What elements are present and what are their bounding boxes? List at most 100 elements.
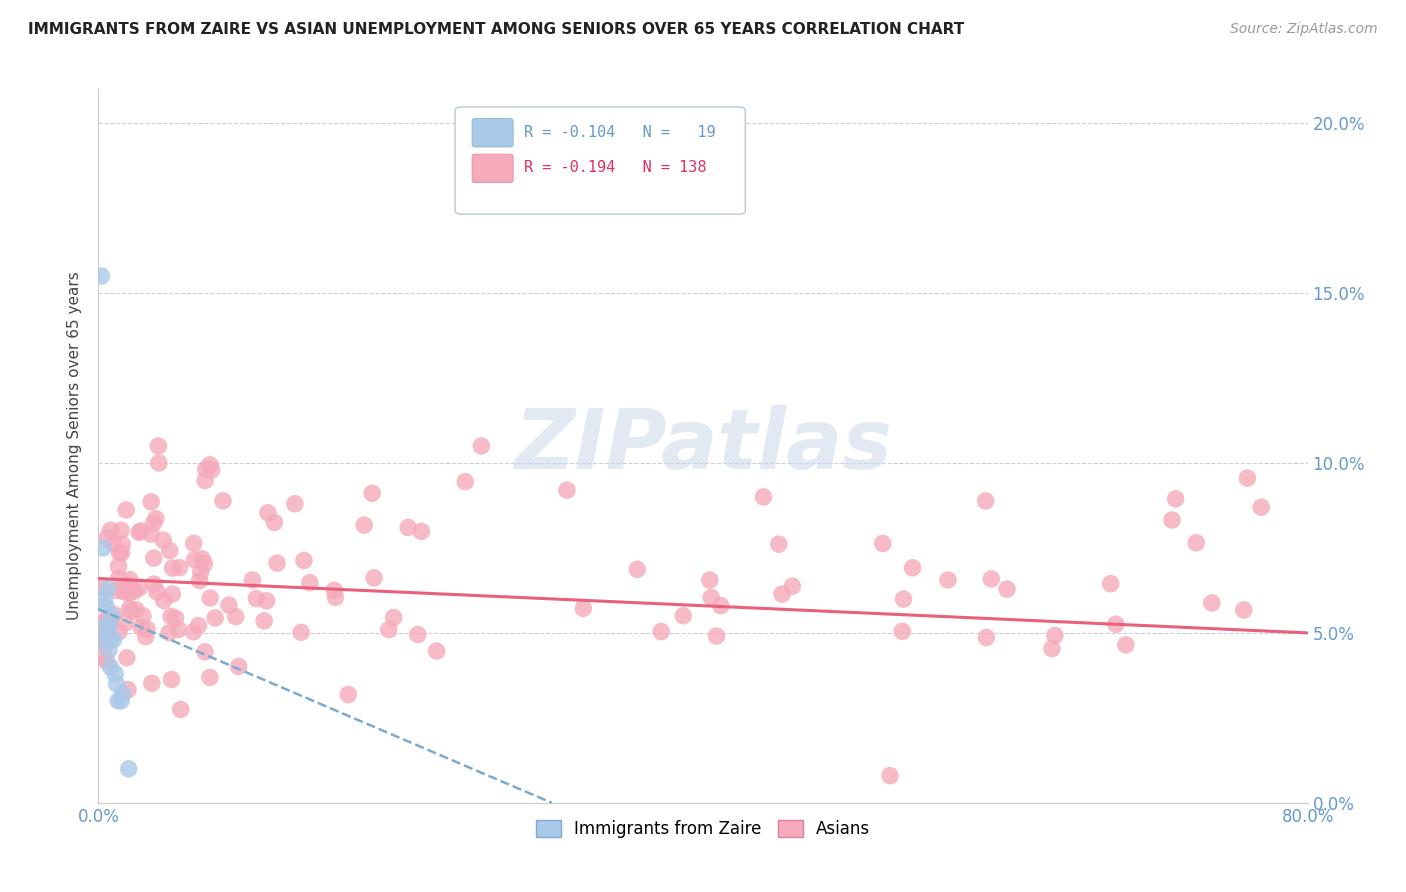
Point bbox=[1040, 641, 1063, 656]
Point bbox=[118, 578, 141, 592]
Point bbox=[90, 269, 112, 284]
Point bbox=[111, 687, 134, 701]
Point bbox=[96, 531, 118, 545]
Point bbox=[128, 581, 150, 595]
Point bbox=[266, 556, 288, 570]
Point bbox=[94, 638, 117, 652]
Point bbox=[170, 702, 193, 716]
Point bbox=[1236, 471, 1258, 485]
Point bbox=[974, 494, 997, 508]
Point bbox=[97, 609, 120, 624]
Point bbox=[1115, 638, 1137, 652]
Point bbox=[112, 584, 135, 599]
Point bbox=[111, 537, 134, 551]
Point bbox=[101, 608, 124, 623]
Point bbox=[131, 620, 153, 634]
Point bbox=[245, 591, 267, 606]
Point bbox=[160, 673, 183, 687]
Point bbox=[191, 552, 214, 566]
Point bbox=[752, 490, 775, 504]
Text: IMMIGRANTS FROM ZAIRE VS ASIAN UNEMPLOYMENT AMONG SENIORS OVER 65 YEARS CORRELAT: IMMIGRANTS FROM ZAIRE VS ASIAN UNEMPLOYM… bbox=[28, 22, 965, 37]
Point bbox=[159, 543, 181, 558]
Point bbox=[198, 458, 221, 472]
Point bbox=[118, 586, 141, 600]
Point bbox=[363, 571, 385, 585]
Point bbox=[782, 579, 804, 593]
Point bbox=[141, 676, 163, 690]
Point bbox=[770, 587, 793, 601]
Point bbox=[976, 631, 998, 645]
Point bbox=[98, 619, 121, 633]
Point bbox=[139, 495, 162, 509]
Point bbox=[162, 561, 184, 575]
Point bbox=[125, 603, 148, 617]
Point bbox=[167, 623, 190, 637]
Point bbox=[183, 624, 205, 639]
Point bbox=[152, 533, 174, 548]
Point bbox=[891, 624, 914, 639]
Point bbox=[100, 632, 122, 647]
Point bbox=[901, 561, 924, 575]
Point bbox=[93, 650, 115, 665]
Point bbox=[626, 562, 648, 576]
Point bbox=[361, 486, 384, 500]
Point bbox=[995, 582, 1018, 596]
Point bbox=[1161, 513, 1184, 527]
Point bbox=[105, 677, 128, 691]
Point bbox=[190, 566, 212, 580]
Point bbox=[198, 591, 221, 605]
Point bbox=[135, 630, 157, 644]
Point bbox=[396, 520, 419, 534]
Point bbox=[108, 546, 131, 560]
Point bbox=[107, 694, 129, 708]
Point bbox=[188, 574, 211, 588]
Point bbox=[768, 537, 790, 551]
Point bbox=[454, 475, 477, 489]
Point bbox=[103, 607, 125, 622]
Point bbox=[1164, 491, 1187, 506]
Point bbox=[893, 592, 915, 607]
Point bbox=[650, 624, 672, 639]
Point bbox=[700, 591, 723, 605]
Point bbox=[193, 557, 215, 571]
Point bbox=[298, 575, 321, 590]
Point bbox=[1185, 536, 1208, 550]
Point bbox=[710, 599, 733, 613]
Text: Source: ZipAtlas.com: Source: ZipAtlas.com bbox=[1230, 22, 1378, 37]
Point bbox=[142, 516, 165, 531]
Point bbox=[1105, 617, 1128, 632]
Point bbox=[110, 546, 132, 560]
Point bbox=[169, 560, 191, 574]
Point bbox=[107, 559, 129, 574]
Point bbox=[132, 608, 155, 623]
Point bbox=[183, 553, 205, 567]
Point bbox=[572, 601, 595, 615]
Point bbox=[218, 598, 240, 612]
Point bbox=[108, 571, 131, 585]
Point bbox=[104, 666, 127, 681]
Point bbox=[1250, 500, 1272, 515]
Point bbox=[257, 506, 280, 520]
Text: R = -0.104   N =   19: R = -0.104 N = 19 bbox=[524, 125, 716, 139]
Point bbox=[426, 644, 449, 658]
Point bbox=[145, 511, 167, 525]
Point bbox=[980, 572, 1002, 586]
Point bbox=[115, 650, 138, 665]
Point bbox=[142, 551, 165, 566]
Point bbox=[117, 584, 139, 599]
Point bbox=[153, 593, 176, 607]
Point bbox=[139, 527, 162, 541]
Point bbox=[470, 439, 492, 453]
FancyBboxPatch shape bbox=[472, 154, 513, 183]
Point bbox=[136, 622, 159, 636]
Point bbox=[94, 619, 117, 633]
Point bbox=[114, 615, 136, 630]
Point bbox=[90, 632, 112, 647]
Text: ZIPatlas: ZIPatlas bbox=[515, 406, 891, 486]
Point bbox=[290, 625, 312, 640]
Point bbox=[263, 516, 285, 530]
Point bbox=[115, 503, 138, 517]
Point bbox=[117, 682, 139, 697]
Point bbox=[378, 623, 401, 637]
Point bbox=[337, 688, 360, 702]
